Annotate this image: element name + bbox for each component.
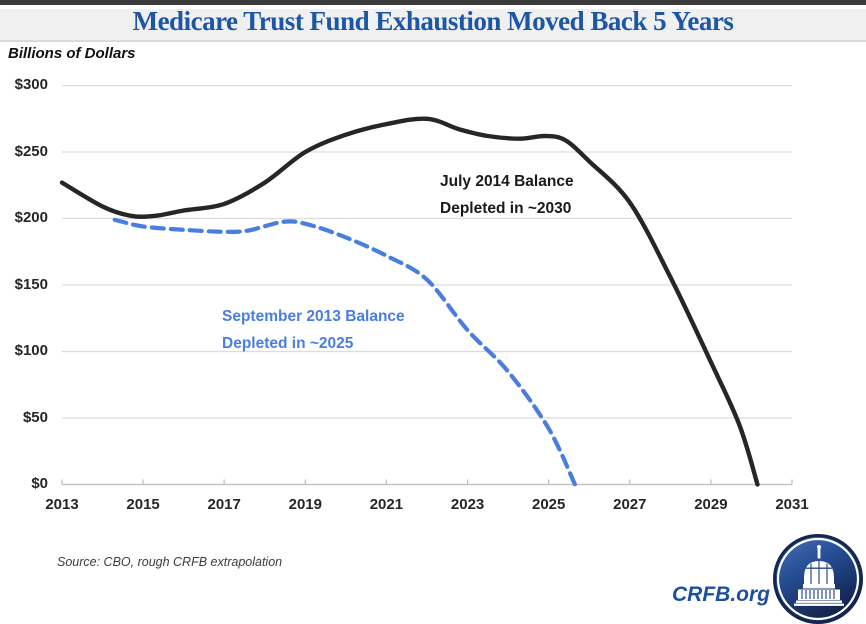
annotation-july-2014: July 2014 Balance Depleted in ~2030: [440, 168, 574, 222]
x-axis-tick-label: 2021: [369, 496, 404, 513]
annotation-september-2013: September 2013 Balance Depleted in ~2025: [222, 303, 405, 357]
x-axis-tick-label: 2031: [775, 496, 809, 513]
x-axis-tick-label: 2027: [613, 496, 647, 513]
x-axis: [61, 479, 793, 486]
annotation-sept-line1: September 2013 Balance: [222, 308, 405, 325]
y-axis-tick-label: $300: [14, 76, 48, 93]
y-axis-tick-label: $50: [22, 408, 48, 426]
capitol-icon: [773, 534, 863, 624]
y-axis-tick-label: $200: [14, 209, 48, 226]
x-axis-tick-label: 2015: [126, 496, 160, 513]
x-axis-tick-label: 2017: [207, 496, 241, 513]
annotation-july-line2: Depleted in ~2030: [440, 200, 572, 217]
brand-name: CRFB.org: [672, 583, 770, 606]
y-axis-tick-label: $0: [31, 475, 48, 492]
title-band: [0, 9, 866, 42]
annotation-july-line1: July 2014 Balance: [440, 173, 574, 190]
source-note: Source: CBO, rough CRFB extrapolation: [57, 555, 283, 569]
series-line-september-2013: [112, 217, 578, 487]
gridlines: [62, 84, 792, 419]
x-axis-tick-label: 2019: [288, 496, 322, 513]
series-line-july-2014: [59, 116, 760, 487]
y-axis-tick-label: $150: [14, 275, 48, 293]
crfb-logo: [773, 534, 863, 624]
chart-series-lines: [59, 116, 760, 487]
x-axis-tick-label: 2013: [45, 496, 79, 513]
y-axis-tick-label: $250: [14, 142, 48, 160]
y-axis-title: Billions of Dollars: [8, 45, 136, 62]
x-axis-tick-label: 2025: [532, 496, 566, 513]
top-border-bar: [0, 0, 866, 5]
y-axis-tick-label: $100: [14, 342, 48, 359]
x-axis-tick-label: 2029: [694, 496, 728, 513]
annotation-sept-line2: Depleted in ~2025: [222, 335, 354, 352]
page-title: Medicare Trust Fund Exhaustion Moved Bac…: [132, 6, 734, 36]
x-axis-tick-label: 2023: [450, 496, 485, 513]
